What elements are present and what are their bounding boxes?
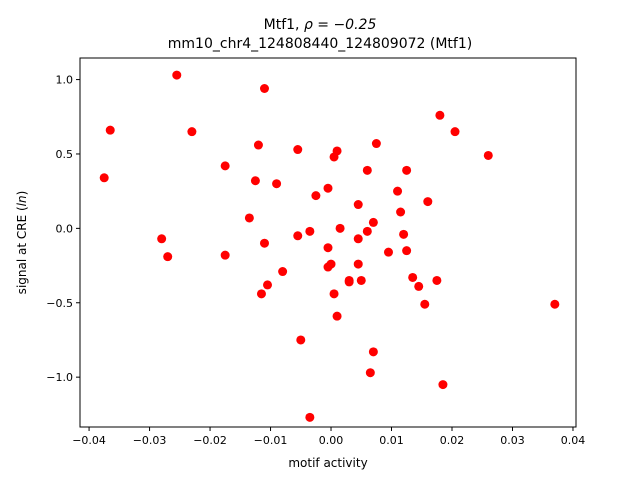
data-point-7 [220, 250, 230, 260]
axes-frame [79, 57, 577, 428]
data-point-36 [353, 259, 363, 269]
data-point-14 [263, 280, 273, 290]
chart-title-line2: mm10_chr4_124808440_124809072 (Mtf1) [168, 36, 472, 52]
data-point-41 [368, 217, 378, 227]
plot-area [79, 57, 577, 428]
y-axis-label-suffix: ) [15, 191, 29, 196]
data-point-10 [253, 140, 263, 150]
data-point-38 [362, 165, 372, 175]
data-point-33 [344, 277, 354, 287]
data-point-56 [438, 380, 448, 390]
data-point-3 [163, 252, 173, 262]
x-tick-label-4: 0.00 [319, 434, 344, 447]
data-point-55 [435, 110, 445, 120]
y-tick-label-2: 0.0 [56, 222, 74, 235]
data-point-4 [172, 70, 182, 80]
data-point-59 [550, 299, 560, 309]
x-tick-label-5: 0.01 [379, 434, 404, 447]
y-tick-label-1: −0.5 [46, 297, 73, 310]
chart-title-prefix: Mtf1, [264, 17, 304, 33]
data-point-13 [259, 238, 269, 248]
data-point-51 [414, 281, 424, 291]
data-point-18 [293, 231, 303, 241]
data-point-53 [423, 197, 433, 207]
data-point-9 [250, 176, 260, 186]
data-point-45 [393, 186, 403, 196]
data-point-49 [402, 246, 412, 256]
x-tick-label-8: 0.04 [561, 434, 586, 447]
y-axis-label-prefix: signal at CRE ( [15, 206, 29, 294]
data-point-23 [323, 183, 333, 193]
data-point-29 [332, 146, 342, 156]
data-point-42 [368, 347, 378, 357]
data-point-52 [420, 299, 430, 309]
y-axis-ticks: −1.0 −0.5 0.0 0.5 1.0 [46, 74, 80, 384]
data-point-8 [244, 213, 254, 223]
data-point-48 [402, 165, 412, 175]
data-point-20 [305, 226, 315, 236]
data-point-28 [329, 289, 339, 299]
data-point-5 [187, 127, 197, 137]
x-tick-label-3: −0.01 [254, 434, 288, 447]
data-point-46 [396, 207, 406, 217]
data-point-44 [383, 247, 393, 257]
data-point-39 [362, 226, 372, 236]
x-tick-label-7: 0.03 [500, 434, 525, 447]
x-tick-label-1: −0.03 [133, 434, 167, 447]
data-point-34 [353, 200, 363, 210]
chart-title-line1: Mtf1, ρ = −0.25 [264, 17, 377, 33]
data-point-11 [256, 289, 266, 299]
data-point-12 [259, 84, 269, 93]
data-point-37 [356, 275, 366, 285]
data-point-30 [332, 311, 342, 321]
data-point-35 [353, 234, 363, 244]
data-points [99, 70, 560, 422]
data-point-21 [305, 412, 315, 422]
data-point-54 [432, 275, 442, 285]
data-point-2 [157, 234, 167, 244]
chart-title-rho: ρ = −0.25 [304, 17, 377, 33]
data-point-43 [371, 139, 381, 149]
data-point-47 [399, 229, 409, 239]
x-axis-ticks: −0.04 −0.03 −0.02 −0.01 0.00 0.01 0.02 0.03 0.04 [72, 427, 585, 447]
y-tick-label-4: 1.0 [56, 74, 74, 87]
data-point-17 [293, 145, 303, 155]
data-point-50 [408, 272, 418, 282]
data-point-26 [326, 259, 336, 269]
data-point-0 [99, 173, 109, 183]
y-tick-label-3: 0.5 [56, 148, 74, 161]
y-tick-label-0: −1.0 [46, 371, 73, 384]
data-point-19 [296, 335, 306, 345]
data-point-31 [335, 223, 345, 233]
x-tick-label-0: −0.04 [72, 434, 106, 447]
data-point-15 [272, 179, 282, 189]
data-point-24 [323, 243, 333, 253]
data-point-16 [278, 267, 288, 277]
x-tick-label-6: 0.02 [440, 434, 465, 447]
y-axis-label-italic: ln [15, 195, 29, 206]
data-point-1 [105, 125, 115, 135]
x-tick-label-2: −0.02 [193, 434, 227, 447]
y-axis-label: signal at CRE (ln) [15, 191, 29, 295]
data-point-58 [483, 150, 493, 160]
x-axis-label: motif activity [288, 456, 367, 470]
data-point-22 [311, 191, 321, 201]
data-point-40 [365, 368, 375, 378]
data-point-57 [450, 127, 460, 137]
data-point-6 [220, 161, 230, 171]
